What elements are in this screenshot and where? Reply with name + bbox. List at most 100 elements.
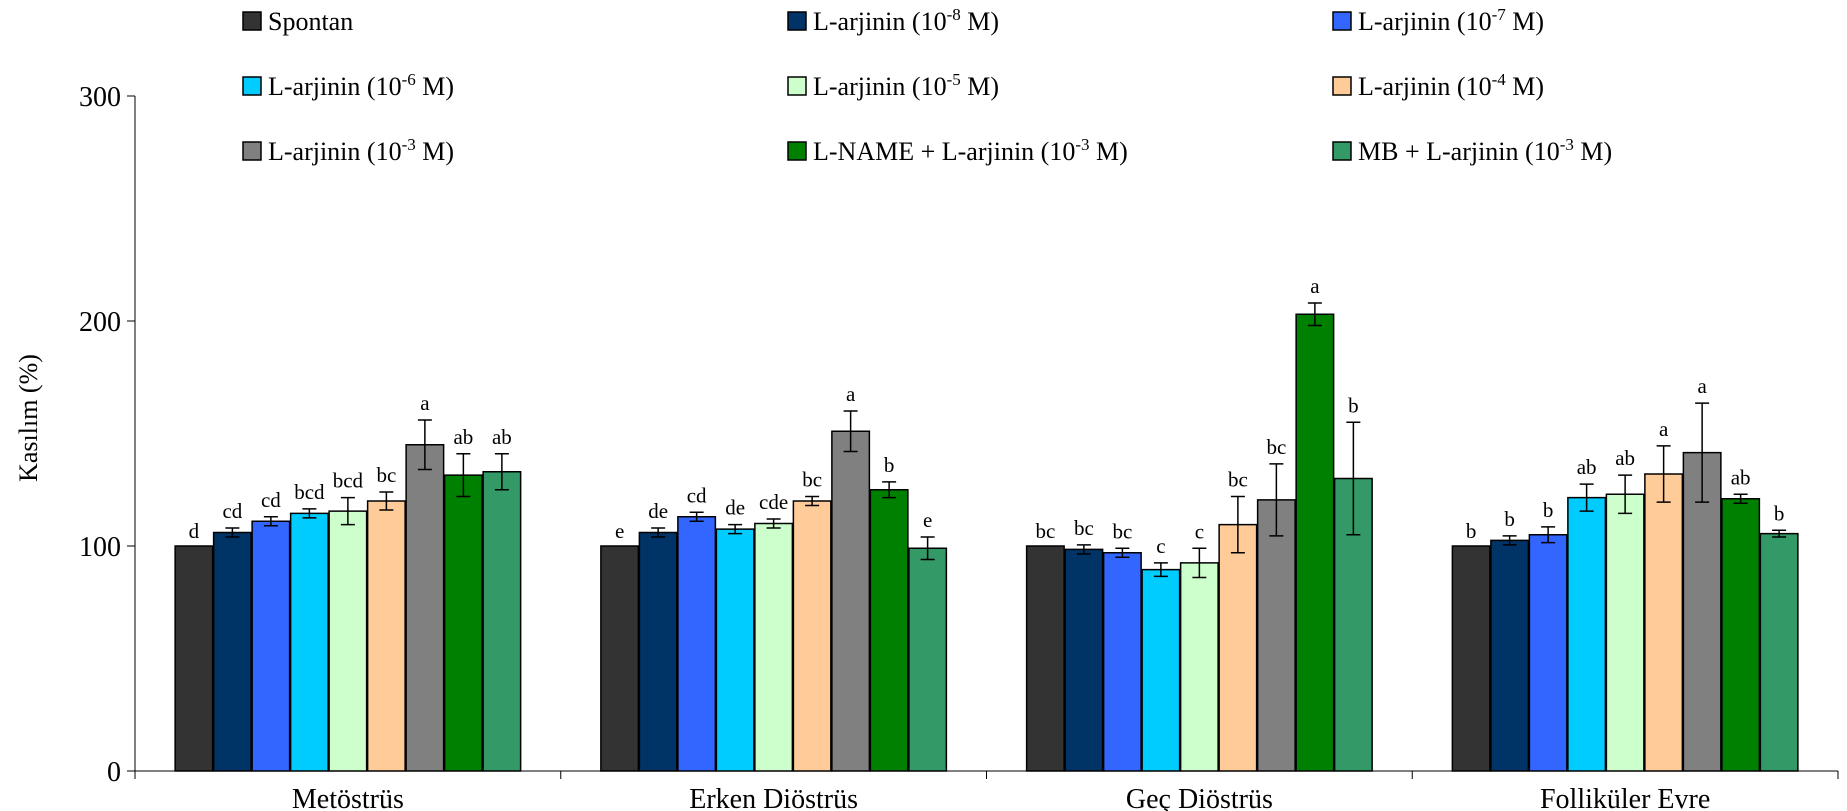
bar: [1682, 451, 1722, 772]
data-label: bc: [376, 463, 396, 487]
legend-swatch: [787, 141, 807, 161]
bar: [908, 547, 948, 772]
data-label: bc: [802, 468, 822, 492]
data-label: a: [846, 382, 856, 406]
bar: [1721, 498, 1761, 772]
data-label: b: [1504, 507, 1515, 531]
bar: [1605, 493, 1645, 772]
data-label: cde: [759, 490, 788, 514]
data-label: a: [1659, 417, 1669, 441]
bar: [1179, 562, 1219, 772]
bar: [831, 430, 871, 772]
bar: [443, 474, 483, 772]
data-label: de: [725, 496, 745, 520]
bar: [1451, 545, 1491, 772]
bar: [792, 500, 832, 772]
data-label: e: [923, 508, 932, 532]
legend-entry: Spontan: [268, 7, 353, 36]
data-label: b: [1543, 498, 1554, 522]
bar: [1256, 499, 1296, 772]
x-tick-label: Erken Diöstrüs: [689, 784, 858, 811]
legend-entry: L-arjinin (10-7 M): [1358, 5, 1544, 36]
legend-swatch: [1332, 141, 1352, 161]
legend-swatch: [242, 76, 262, 96]
data-label: c: [1195, 519, 1204, 543]
data-label: a: [420, 391, 430, 415]
data-label: cd: [261, 488, 281, 512]
data-label: d: [189, 519, 200, 543]
data-label: ab: [1615, 446, 1635, 470]
bar: [1025, 545, 1065, 772]
bar: [212, 531, 252, 772]
bar: [1759, 532, 1799, 772]
data-label: ab: [1577, 455, 1597, 479]
bar: [1218, 523, 1258, 772]
bar: [405, 444, 445, 772]
data-label: bc: [1074, 516, 1094, 540]
legend-entry: L-NAME + L-arjinin (10-3 M): [813, 135, 1128, 166]
data-label: b: [1348, 393, 1359, 417]
data-label: bc: [1112, 519, 1132, 543]
x-tick-label: Folliküler Evre: [1540, 784, 1710, 811]
bar: [251, 520, 291, 772]
y-tick-label: 200: [79, 307, 121, 338]
data-label: bcd: [333, 469, 364, 493]
data-label: ab: [1731, 465, 1751, 489]
bar: [715, 528, 755, 772]
data-label: ab: [492, 425, 512, 449]
bar: [1102, 552, 1142, 772]
data-label: a: [1310, 274, 1320, 298]
x-tick-label: Metöstrüs: [292, 784, 404, 811]
bar: [174, 545, 214, 772]
bar: [677, 516, 717, 772]
data-label: de: [648, 499, 668, 523]
bar: [1141, 568, 1181, 772]
data-label: bc: [1035, 519, 1055, 543]
legend-entry: L-arjinin (10-4 M): [1358, 70, 1544, 101]
data-label: cd: [687, 483, 707, 507]
data-label: a: [1697, 374, 1707, 398]
data-label: b: [884, 453, 895, 477]
legend-swatch: [1332, 76, 1352, 96]
data-label: b: [1466, 519, 1477, 543]
data-label: c: [1156, 534, 1165, 558]
legend-swatch: [242, 141, 262, 161]
bar: [1064, 548, 1104, 772]
data-label: cd: [222, 499, 242, 523]
axes: 0 100 200 300 Metöstrüs Erken Diöstrüs Geç Diö…: [79, 82, 1839, 811]
data-label: b: [1774, 501, 1785, 525]
legend: Spontan L-arjinin (10-8 M) L-arjinin (10-7…: [242, 5, 1612, 166]
bar: [1295, 313, 1335, 772]
data-label: bc: [1266, 435, 1286, 459]
legend-entry: L-arjinin (10-6 M): [268, 70, 454, 101]
bar: [328, 510, 368, 772]
legend-entry: L-arjinin (10-8 M): [813, 5, 999, 36]
x-tick-label: Geç Diöstrüs: [1126, 784, 1273, 811]
bar: [482, 471, 522, 772]
legend-swatch: [242, 11, 262, 31]
legend-swatch: [787, 11, 807, 31]
legend-swatch: [1332, 11, 1352, 31]
bar: [600, 545, 640, 772]
legend-entry: L-arjinin (10-3 M): [268, 135, 454, 166]
legend-entry: MB + L-arjinin (10-3 M): [1358, 135, 1612, 166]
legend-entry: L-arjinin (10-5 M): [813, 70, 999, 101]
y-tick-label: 0: [107, 757, 121, 788]
data-label: bc: [1228, 468, 1248, 492]
y-tick-label: 100: [79, 532, 121, 563]
data-label: bcd: [294, 480, 325, 504]
bar: [1644, 473, 1684, 772]
legend-swatch: [787, 76, 807, 96]
bar: [1528, 534, 1568, 772]
bar: [638, 531, 678, 772]
bar: [754, 522, 794, 772]
data-label: ab: [453, 425, 473, 449]
bar: [366, 500, 406, 772]
data-label: e: [615, 519, 624, 543]
bar: [289, 512, 329, 772]
bar: [1490, 539, 1530, 772]
bar: [1567, 496, 1607, 772]
bar: [869, 489, 909, 772]
